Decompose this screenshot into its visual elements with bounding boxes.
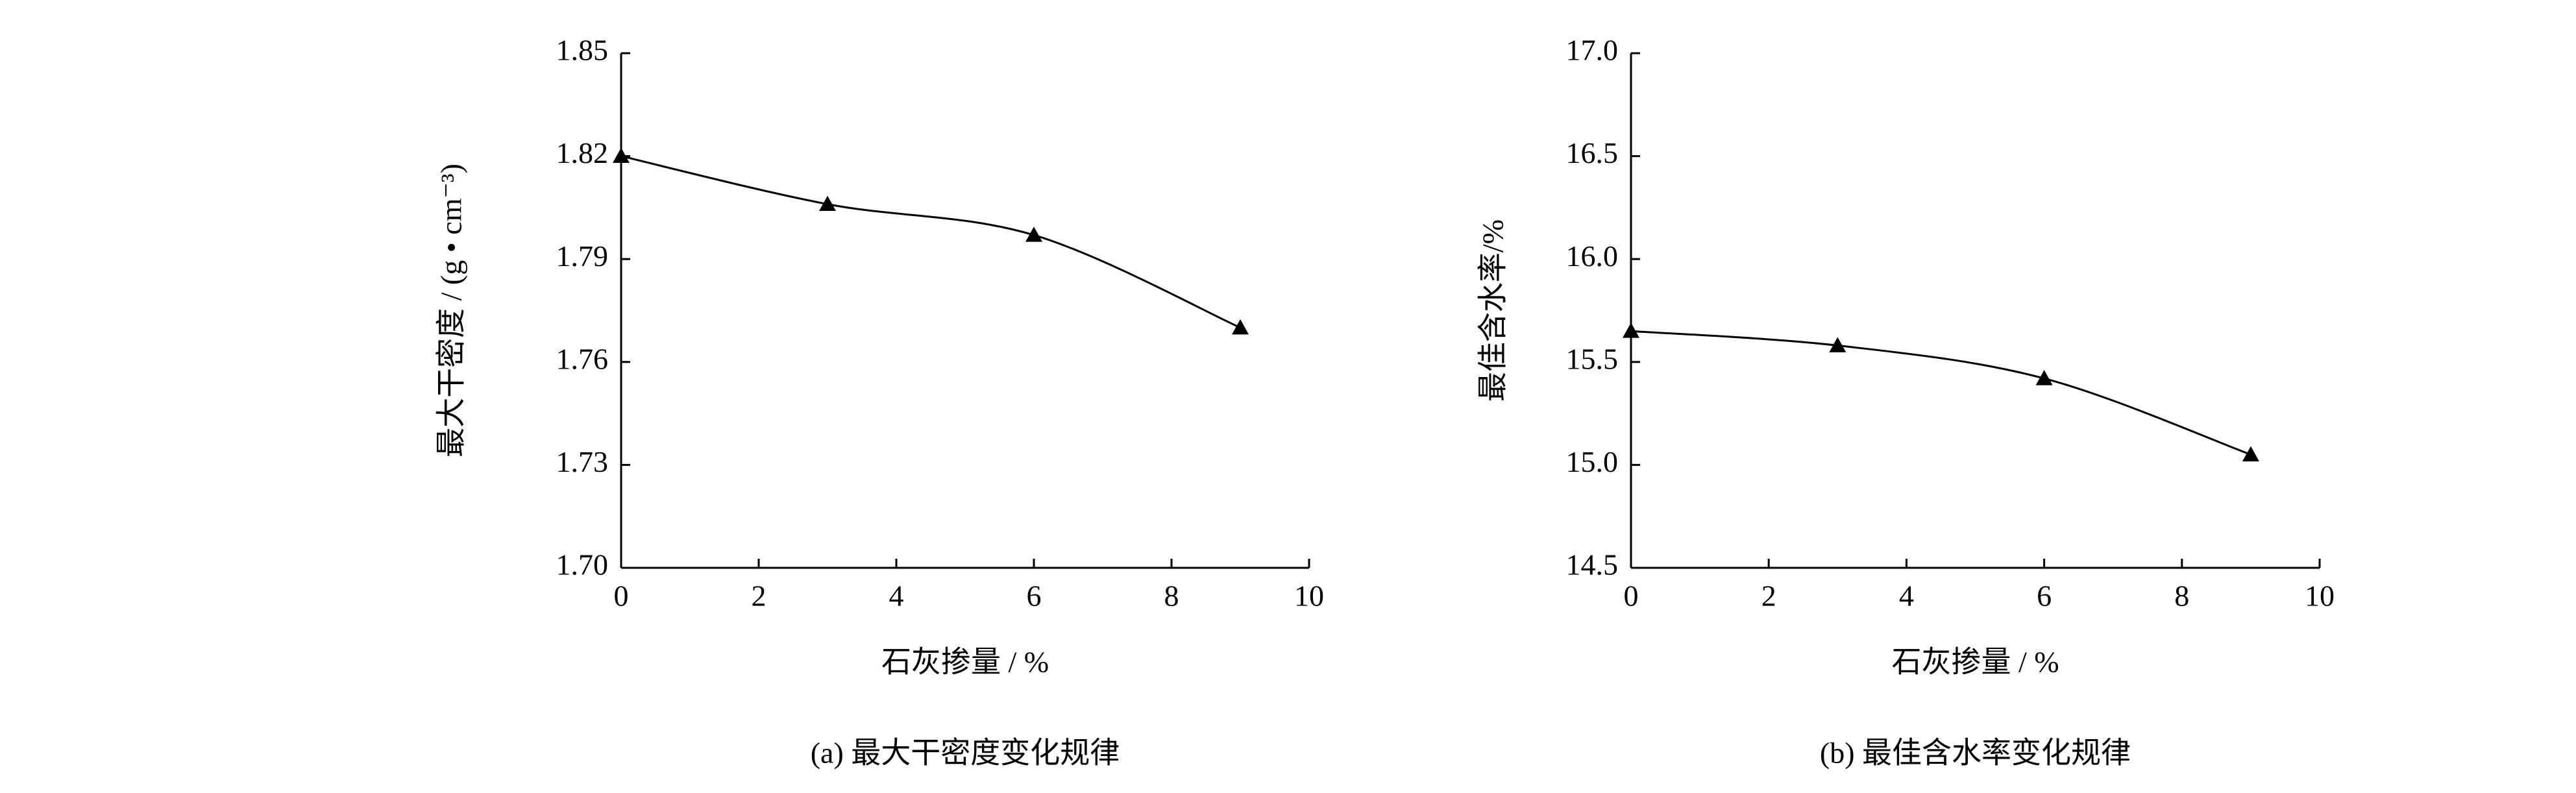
y-tick-label: 17.0 bbox=[1566, 34, 1619, 67]
data-marker bbox=[1025, 226, 1042, 242]
x-tick-label: 6 bbox=[1027, 580, 1042, 613]
x-axis-label: 石灰掺量 / % bbox=[1891, 646, 2059, 679]
data-marker bbox=[1623, 323, 1639, 338]
y-tick-label: 1.82 bbox=[556, 136, 609, 169]
y-axis-label: 最大干密度 / (g • cm⁻³) bbox=[435, 164, 468, 458]
data-marker bbox=[1232, 319, 1249, 335]
x-tick-label: 8 bbox=[1164, 580, 1179, 613]
x-tick-label: 0 bbox=[1624, 580, 1639, 613]
data-marker bbox=[2242, 446, 2259, 461]
caption: (b) 最佳含水率变化规律 bbox=[1820, 737, 2131, 770]
y-tick-label: 16.5 bbox=[1566, 136, 1619, 169]
x-tick-label: 4 bbox=[1899, 580, 1914, 613]
y-tick-label: 14.5 bbox=[1566, 548, 1619, 581]
data-marker bbox=[2035, 370, 2053, 385]
data-line bbox=[620, 155, 1241, 329]
y-tick-label: 1.70 bbox=[556, 548, 609, 581]
data-marker bbox=[819, 195, 836, 212]
caption: (a) 最大干密度变化规律 bbox=[811, 737, 1120, 770]
x-tick-label: 10 bbox=[1294, 580, 1324, 613]
data-marker bbox=[613, 147, 630, 163]
y-tick-label: 1.73 bbox=[556, 445, 609, 478]
x-tick-label: 2 bbox=[1761, 580, 1776, 613]
x-tick-label: 8 bbox=[2174, 580, 2189, 613]
y-axis-label: 最佳含水率/% bbox=[1477, 219, 1510, 402]
x-axis-label: 石灰掺量 / % bbox=[881, 646, 1049, 679]
y-tick-label: 1.79 bbox=[556, 239, 609, 273]
y-tick-label: 16.0 bbox=[1566, 239, 1619, 273]
y-tick-label: 1.85 bbox=[556, 34, 609, 67]
x-tick-label: 4 bbox=[889, 580, 904, 613]
x-tick-label: 6 bbox=[2037, 580, 2052, 613]
x-tick-label: 2 bbox=[752, 580, 767, 613]
x-tick-label: 0 bbox=[614, 580, 629, 613]
y-tick-label: 1.76 bbox=[556, 342, 609, 375]
data-line bbox=[1630, 330, 2251, 456]
y-tick-label: 15.0 bbox=[1566, 445, 1619, 478]
y-tick-label: 15.5 bbox=[1566, 342, 1619, 375]
x-tick-label: 10 bbox=[2305, 580, 2335, 613]
data-marker bbox=[1829, 337, 1846, 352]
